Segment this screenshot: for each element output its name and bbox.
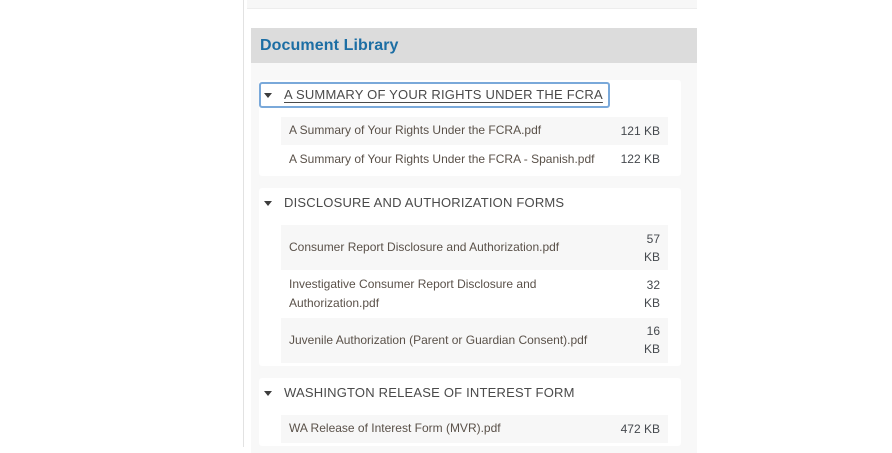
file-list: WA Release of Interest Form (MVR).pdf 47…: [281, 414, 668, 443]
document-library-panel: Document Library A SUMMARY OF YOUR RIGHT…: [251, 28, 697, 453]
file-row[interactable]: WA Release of Interest Form (MVR).pdf 47…: [281, 414, 668, 443]
file-size-label: 472 KB: [620, 421, 660, 436]
triangle-down-icon: [264, 201, 272, 207]
file-size-label: 32 KB: [643, 278, 660, 310]
file-row[interactable]: A Summary of Your Rights Under the FCRA.…: [281, 116, 668, 146]
file-name-link[interactable]: WA Release of Interest Form (MVR).pdf: [289, 421, 501, 436]
file-size-label: 57 KB: [643, 231, 660, 264]
previous-panel-bottom-edge: [247, 0, 697, 9]
file-row[interactable]: Consumer Report Disclosure and Authoriza…: [281, 225, 668, 271]
file-name-link[interactable]: Investigative Consumer Report Disclosure…: [289, 276, 537, 310]
file-size-label: 122 KB: [620, 152, 660, 167]
section-title: WASHINGTON RELEASE OF INTEREST FORM: [284, 384, 575, 400]
file-name-link[interactable]: Consumer Report Disclosure and Authoriza…: [289, 239, 560, 254]
file-name-link[interactable]: Juvenile Authorization (Parent or Guardi…: [289, 332, 588, 347]
file-name-link[interactable]: A Summary of Your Rights Under the FCRA.…: [289, 123, 542, 138]
file-row[interactable]: Investigative Consumer Report Disclosure…: [281, 270, 668, 318]
document-section-card: DISCLOSURE AND AUTHORIZATION FORMS Consu…: [259, 188, 681, 366]
file-size-label: 121 KB: [620, 123, 660, 138]
section-title: A SUMMARY OF YOUR RIGHTS UNDER THE FCRA: [284, 87, 603, 102]
content-left-divider: [243, 0, 244, 447]
triangle-down-icon: [264, 390, 272, 396]
file-name-link[interactable]: A Summary of Your Rights Under the FCRA …: [289, 151, 595, 166]
file-row[interactable]: Juvenile Authorization (Parent or Guardi…: [281, 317, 668, 363]
file-row[interactable]: A Summary of Your Rights Under the FCRA …: [281, 145, 668, 173]
file-size-label: 16 KB: [643, 324, 660, 357]
panel-body: A SUMMARY OF YOUR RIGHTS UNDER THE FCRA …: [251, 63, 697, 453]
triangle-down-icon: [264, 92, 272, 98]
file-list: A Summary of Your Rights Under the FCRA.…: [281, 116, 668, 174]
section-toggle-link[interactable]: WASHINGTON RELEASE OF INTEREST FORM: [259, 380, 582, 406]
section-toggle-link[interactable]: DISCLOSURE AND AUTHORIZATION FORMS: [259, 190, 571, 216]
panel-title: Document Library: [260, 36, 399, 54]
document-section-card: A SUMMARY OF YOUR RIGHTS UNDER THE FCRA …: [259, 80, 681, 177]
panel-header-bar: Document Library: [251, 28, 697, 63]
document-section-card: WASHINGTON RELEASE OF INTEREST FORM WA R…: [259, 377, 681, 446]
section-toggle-link[interactable]: A SUMMARY OF YOUR RIGHTS UNDER THE FCRA: [259, 82, 610, 108]
file-list: Consumer Report Disclosure and Authoriza…: [281, 225, 668, 363]
section-title: DISCLOSURE AND AUTHORIZATION FORMS: [284, 195, 565, 211]
